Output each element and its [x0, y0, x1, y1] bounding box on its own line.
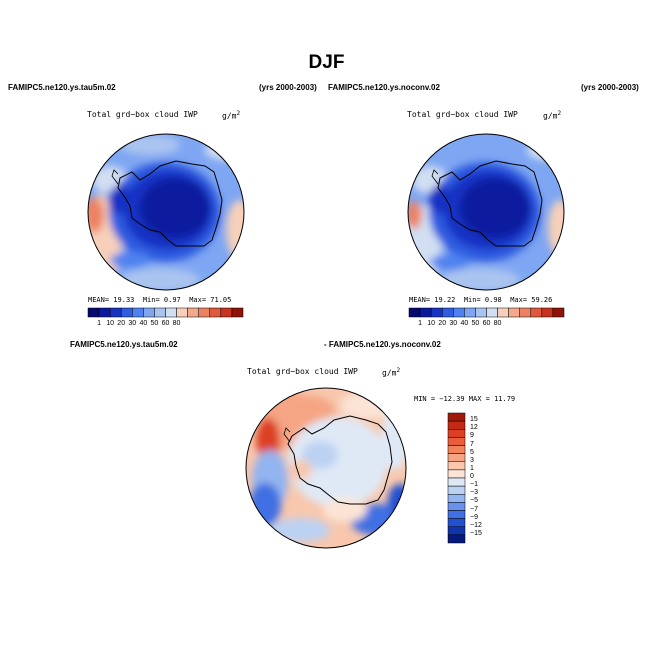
diff-colorbar: [447, 412, 466, 544]
colorbar-tick-label: 1: [97, 320, 102, 327]
panel1-mean: 19.33: [113, 296, 135, 304]
diff-colorbar-tick-label: 5: [470, 448, 474, 456]
panel1-units: g/m2: [222, 110, 241, 121]
diff-colorbar-swatch: [447, 412, 466, 422]
diff-colorbar-swatch: [447, 469, 466, 479]
panel2-units: g/m2: [543, 110, 562, 121]
colorbar-tick-label: 60: [161, 320, 170, 327]
diff-plot-title: Total grd−box cloud IWP: [247, 367, 358, 376]
diff-header-right: - FAMIPC5.ne120.ys.noconv.02: [324, 340, 441, 349]
panel2-stats: MEAN= 19.22 Min= 0.98 Max= 59.26: [409, 296, 553, 304]
colorbar-tick-label: 60: [482, 320, 491, 327]
panel2-header-left: FAMIPC5.ne120.ys.noconv.02: [328, 83, 440, 92]
colorbar-tick-label: 40: [139, 320, 148, 327]
diff-colorbar-tick-label: −1: [470, 481, 478, 489]
diff-colorbar-tick-label: −3: [470, 489, 478, 497]
diff-minmax: MIN = −12.39 MAX = 11.79: [414, 395, 516, 403]
diff-colorbar-tick-label: −7: [470, 505, 478, 513]
colorbar-swatch: [231, 307, 244, 318]
diff-colorbar-swatch: [447, 526, 466, 536]
diff-colorbar-swatch: [447, 518, 466, 527]
colorbar-tick-label: 10: [106, 320, 115, 327]
colorbar-tick-label: 30: [128, 320, 137, 327]
panel2-plot-title: Total grd−box cloud IWP: [407, 110, 518, 119]
diff-colorbar-swatch: [447, 485, 466, 495]
diff-colorbar-tick-label: 9: [470, 432, 474, 440]
panel2-min: 0.98: [484, 296, 502, 304]
colorbar-tick-label: 50: [150, 320, 159, 327]
diff-colorbar-swatch: [447, 437, 466, 446]
colorbar-swatch: [552, 307, 565, 318]
diff-colorbar-swatch: [447, 502, 466, 511]
diff-colorbar-tick-label: 15: [470, 416, 478, 424]
panel2-header-right: (yrs 2000-2003): [581, 83, 639, 92]
colorbar-tick-label: 20: [117, 320, 126, 327]
diff-colorbar-tick-label: −15: [470, 529, 482, 537]
diff-header-left: FAMIPC5.ne120.ys.tau5m.02: [70, 340, 178, 349]
panel2-max: 59.26: [531, 296, 553, 304]
diff-colorbar-swatch: [447, 461, 466, 471]
diff-colorbar-swatch: [447, 534, 466, 544]
colorbar-tick-label: 1: [418, 320, 423, 327]
colorbar-tick-label: 80: [493, 320, 502, 327]
colorbar-tick-label: 80: [172, 320, 181, 327]
panel1-header-right: (yrs 2000-2003): [259, 83, 317, 92]
diff-colorbar-tick-label: 7: [470, 440, 474, 448]
diff-units: g/m2: [382, 367, 401, 378]
diff-colorbar-tick-label: 0: [470, 473, 474, 480]
panel1-stats: MEAN= 19.33 Min= 0.97 Max= 71.05: [88, 296, 232, 304]
diff-colorbar-swatch: [447, 420, 466, 430]
panel2-colorbar: [408, 307, 565, 318]
colorbar-tick-label: 40: [460, 320, 469, 327]
panel1-min: 0.97: [163, 296, 181, 304]
page-title: DJF: [308, 52, 345, 73]
diff-colorbar-swatch: [447, 477, 466, 487]
panel2-mean: 19.22: [434, 296, 456, 304]
panel1-colorbar: [87, 307, 244, 318]
panel1-plot-title: Total grd−box cloud IWP: [87, 110, 198, 119]
diff-colorbar-swatch: [447, 453, 466, 462]
panel1-header-left: FAMIPC5.ne120.ys.tau5m.02: [8, 83, 116, 92]
diff-colorbar-swatch: [447, 494, 466, 503]
diff-colorbar-tick-label: 12: [470, 424, 478, 432]
diff-colorbar-tick-label: −9: [470, 513, 478, 521]
diff-colorbar-tick-label: 3: [470, 456, 474, 464]
colorbar-tick-label: 30: [449, 320, 458, 327]
panel1-max: 71.05: [210, 296, 232, 304]
diff-colorbar-tick-label: −12: [470, 521, 482, 529]
diff-colorbar-swatch: [447, 429, 466, 438]
colorbar-tick-label: 10: [427, 320, 436, 327]
colorbar-tick-label: 20: [438, 320, 447, 327]
diff-colorbar-swatch: [447, 445, 466, 454]
diff-colorbar-swatch: [447, 510, 466, 519]
diff-colorbar-tick-label: 1: [470, 464, 474, 472]
colorbar-tick-label: 50: [471, 320, 480, 327]
diff-colorbar-tick-label: −5: [470, 497, 478, 505]
